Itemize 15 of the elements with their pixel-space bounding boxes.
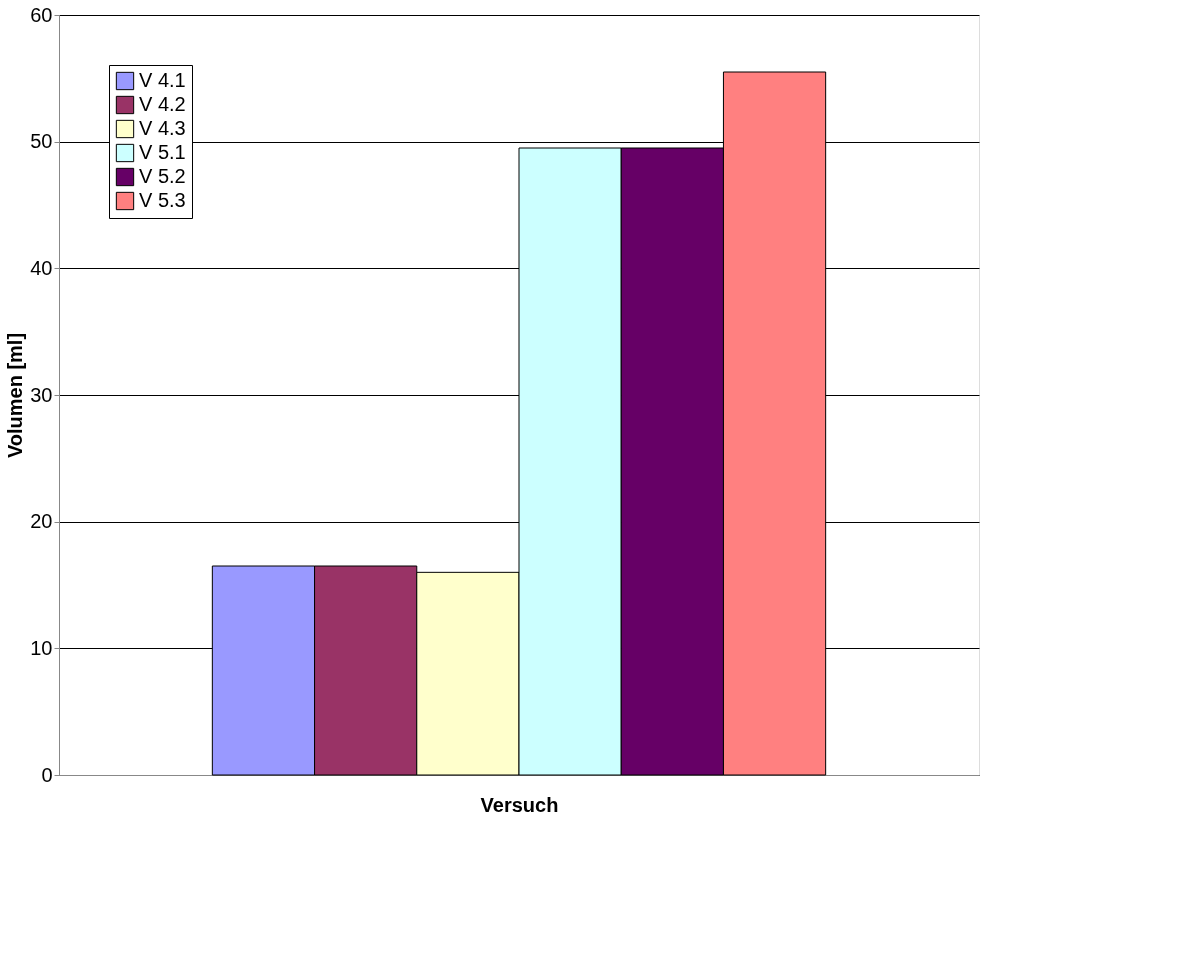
y-tick-label: 20 <box>30 510 53 533</box>
y-tick-label: 60 <box>30 3 53 26</box>
y-axis-title: Volumen [ml] <box>4 332 27 459</box>
legend-label: V 4.1 <box>139 69 186 91</box>
y-tick-label: 0 <box>41 763 53 786</box>
legend-label: V 5.1 <box>139 141 186 163</box>
legend-label: V 5.2 <box>139 165 186 187</box>
x-axis-title: Versuch <box>480 793 559 816</box>
y-tick-label: 40 <box>30 256 53 279</box>
y-tick-label: 30 <box>30 383 53 406</box>
legend-label: V 4.3 <box>139 117 186 139</box>
legend-label: V 5.3 <box>139 189 186 211</box>
legend-label: V 4.2 <box>139 93 186 115</box>
y-tick-label: 10 <box>30 636 53 659</box>
y-tick-label: 50 <box>30 130 53 153</box>
